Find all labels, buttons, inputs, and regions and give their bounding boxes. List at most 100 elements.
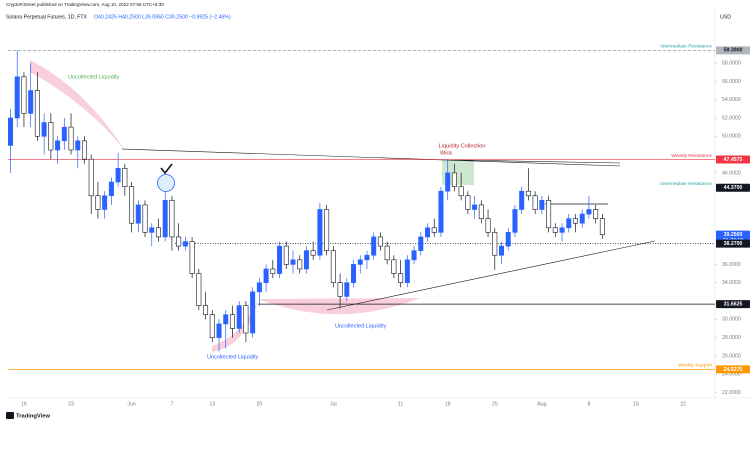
currency: USD [720, 14, 731, 20]
candle-body [176, 236, 182, 247]
candle-body [458, 186, 464, 197]
candle-body [478, 204, 484, 219]
candle-body [425, 227, 431, 238]
level-label-box [716, 239, 750, 248]
level-label-box [716, 183, 750, 192]
x-tick-label: 16 [21, 401, 27, 407]
candle-body [472, 204, 478, 210]
candle-body [404, 259, 410, 283]
candle-body [357, 259, 363, 265]
candle-body [277, 245, 283, 274]
candle-body [384, 245, 390, 261]
ohlc-info: O40.2425 H40.2500 L39.0950 C39.2500 −0.9… [94, 14, 231, 20]
x-tick-label: 18 [445, 401, 451, 407]
candle-body [115, 168, 121, 183]
level-label-box [716, 46, 750, 55]
candle-body [398, 273, 404, 283]
level-label: 44.3700 [724, 185, 743, 191]
candle-body [236, 305, 242, 329]
trend-line [326, 240, 656, 311]
candle-body [303, 250, 309, 270]
annotation: Uncollected Liquidity [207, 354, 259, 360]
level-note: Weekly Resistance [671, 153, 712, 159]
trend-line [454, 159, 621, 164]
candle-body [216, 323, 222, 338]
candle-body [445, 172, 451, 192]
candle-body [431, 227, 437, 233]
candle-body [88, 158, 94, 197]
candle-body [351, 264, 357, 283]
candle-body [485, 218, 491, 233]
y-tick-label: 46.0000 [722, 170, 741, 176]
x-tick-label: 8 [587, 401, 590, 407]
x-tick-label: 11 [398, 401, 403, 407]
y-tick-label: 26.0000 [722, 353, 741, 359]
candle-body [34, 90, 40, 137]
candle-body [290, 259, 296, 265]
candle-body [169, 200, 175, 238]
candle-body [586, 209, 592, 215]
candle-body [337, 282, 343, 297]
logo-icon [6, 412, 14, 419]
footer-brand: TradingView [16, 414, 51, 420]
candle-body [539, 200, 545, 210]
x-tick-label: Aug [537, 401, 546, 407]
level-label-box [716, 365, 750, 374]
candle-body [310, 250, 316, 256]
annotation: Uncollected Liquidity [68, 74, 120, 80]
annotation: Liquidity Collection [439, 143, 486, 149]
candle-body [411, 250, 417, 261]
x-tick-label: 20 [256, 401, 262, 407]
candle-body [41, 122, 47, 137]
level-note: Intermediate Resistance [660, 181, 712, 187]
candle-body [317, 209, 323, 256]
annotation: Wick [440, 150, 452, 156]
y-tick-label: 30.0000 [722, 317, 741, 323]
candle-body [364, 254, 370, 261]
candle-body [324, 209, 330, 251]
candle-body [129, 186, 135, 224]
y-tick-label: 52.0000 [722, 115, 741, 121]
x-tick-label: Jul [330, 401, 337, 407]
candle-body [418, 236, 424, 251]
candle-body [203, 305, 209, 316]
candle-body [256, 282, 262, 293]
x-tick-label: 15 [633, 401, 639, 407]
level-label: 24.5275 [724, 367, 743, 373]
candle-body [344, 282, 350, 297]
chart-title: Solana Perpetual Futures, 1D, FTX [6, 14, 88, 20]
candle-body [182, 241, 188, 247]
y-tick-label: 36.0000 [722, 262, 741, 268]
level-label: 39.2500 [724, 232, 743, 238]
y-tick-label: 24.0000 [722, 372, 741, 378]
level-note: Weekly Support [678, 363, 712, 369]
candle-body [75, 140, 81, 151]
candle-body [593, 209, 599, 219]
candle-body [377, 236, 383, 247]
liquidity-zone [258, 298, 420, 315]
x-tick-label: 7 [170, 401, 173, 407]
candle-body [438, 190, 444, 233]
candle-body [465, 195, 471, 210]
candle-body [330, 250, 336, 283]
candle-body [48, 122, 54, 151]
candle-body [270, 268, 276, 274]
candle-body [14, 76, 20, 119]
candle-body [283, 245, 289, 265]
publisher: CryptoFiStreet published on TradingView.… [6, 2, 164, 7]
candle-body [135, 204, 141, 224]
y-tick-label: 34.0000 [722, 280, 741, 286]
candle-body [196, 273, 202, 306]
candle-body [189, 241, 195, 274]
level-label-box [716, 155, 750, 164]
x-tick-label: 13 [209, 401, 215, 407]
candle-body [263, 268, 269, 283]
candle-body [68, 126, 74, 151]
candle-body [209, 314, 215, 338]
candle-body [371, 236, 377, 256]
plot: 22.0000 24.0000 26.0000 28.0000 30.0000 34.00… [8, 44, 750, 407]
candle-body [519, 190, 525, 210]
candle-body [243, 305, 249, 334]
y-tick-label: 58.0000 [722, 60, 741, 66]
